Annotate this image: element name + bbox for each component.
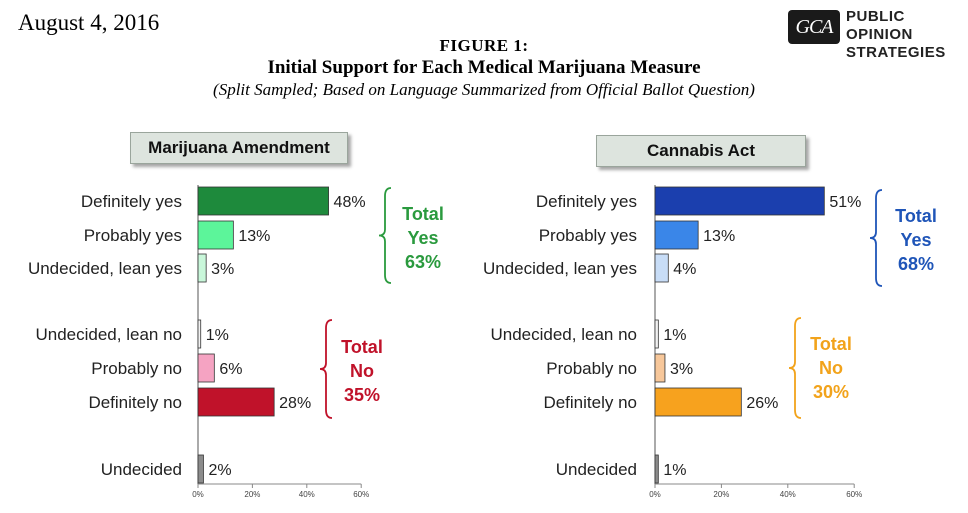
x-tick-label: 40%	[299, 490, 315, 499]
bar	[654, 353, 666, 383]
category-label: Undecided, lean no	[35, 325, 182, 344]
bar	[654, 319, 659, 349]
x-tick-label: 20%	[713, 490, 729, 499]
category-label: Probably no	[91, 359, 182, 378]
total-label: No	[350, 361, 374, 381]
data-label: 2%	[208, 462, 231, 479]
data-label: 1%	[663, 462, 686, 479]
logo-badge: GCA	[788, 10, 840, 44]
bar	[654, 186, 825, 216]
total-label: 68%	[898, 254, 934, 274]
category-label: Definitely yes	[536, 192, 637, 211]
report-date: August 4, 2016	[18, 10, 160, 35]
data-label: 1%	[663, 327, 686, 344]
total-label: No	[819, 358, 843, 378]
category-label: Probably yes	[84, 226, 182, 245]
bar	[654, 220, 699, 250]
page-title: Initial Support for Each Medical Marijua…	[267, 57, 701, 78]
data-label: 48%	[334, 194, 366, 211]
chart-panel-marijuana-amendment: Marijuana Amendment 0% 20% 40% 60% Definitel…	[28, 132, 444, 499]
figure-label: FIGURE 1:	[439, 36, 529, 55]
bar-chart: 0% 20% 40% 60% Definitely yes 48% Probably yes…	[28, 185, 444, 499]
total-label: 30%	[813, 382, 849, 402]
category-label: Undecided, lean no	[490, 325, 637, 344]
logo-line-2: STRATEGIES	[846, 44, 946, 61]
total-label: Total	[810, 334, 852, 354]
category-label: Definitely yes	[81, 192, 182, 211]
total-label: 63%	[405, 252, 441, 272]
bar	[197, 319, 202, 349]
data-label: 1%	[206, 327, 229, 344]
bar	[654, 253, 669, 283]
x-tick-label: 60%	[353, 490, 369, 499]
total-bracket	[319, 319, 333, 419]
bar	[197, 353, 215, 383]
total-label: Yes	[407, 228, 438, 248]
chart-title: Marijuana Amendment	[130, 132, 348, 164]
total-label: Total	[402, 204, 444, 224]
page-subtitle: (Split Sampled; Based on Language Summar…	[213, 80, 755, 99]
bar	[654, 454, 659, 484]
category-label: Undecided	[101, 460, 182, 479]
x-tick-label: 60%	[846, 490, 862, 499]
data-label: 6%	[219, 361, 242, 378]
data-label: 26%	[746, 395, 778, 412]
x-tick-label: 0%	[192, 490, 204, 499]
total-label: 35%	[344, 385, 380, 405]
total-bracket	[788, 317, 802, 419]
logo-line-1: PUBLIC OPINION	[846, 8, 913, 43]
total-label: Yes	[900, 230, 931, 250]
data-label: 13%	[238, 228, 270, 245]
category-label: Probably yes	[539, 226, 637, 245]
category-label: Definitely no	[543, 393, 637, 412]
data-label: 51%	[829, 194, 861, 211]
data-label: 4%	[673, 261, 696, 278]
bar	[197, 220, 234, 250]
total-label: Total	[341, 337, 383, 357]
data-label: 13%	[703, 228, 735, 245]
data-label: 3%	[211, 261, 234, 278]
x-tick-label: 20%	[244, 490, 260, 499]
x-tick-label: 0%	[649, 490, 661, 499]
total-label: Total	[895, 206, 937, 226]
bar	[197, 387, 275, 417]
x-tick-label: 40%	[780, 490, 796, 499]
bar	[197, 253, 207, 283]
logo-text: PUBLIC OPINION STRATEGIES	[846, 8, 966, 62]
total-bracket	[869, 189, 883, 287]
data-label: 3%	[670, 361, 693, 378]
chart-title: Cannabis Act	[596, 135, 806, 167]
category-label: Undecided	[556, 460, 637, 479]
bar	[197, 454, 204, 484]
category-label: Undecided, lean yes	[28, 259, 182, 278]
total-bracket	[378, 187, 392, 284]
category-label: Probably no	[546, 359, 637, 378]
data-label: 28%	[279, 395, 311, 412]
category-label: Undecided, lean yes	[483, 259, 637, 278]
bar	[197, 186, 329, 216]
category-label: Definitely no	[88, 393, 182, 412]
bar	[654, 387, 742, 417]
